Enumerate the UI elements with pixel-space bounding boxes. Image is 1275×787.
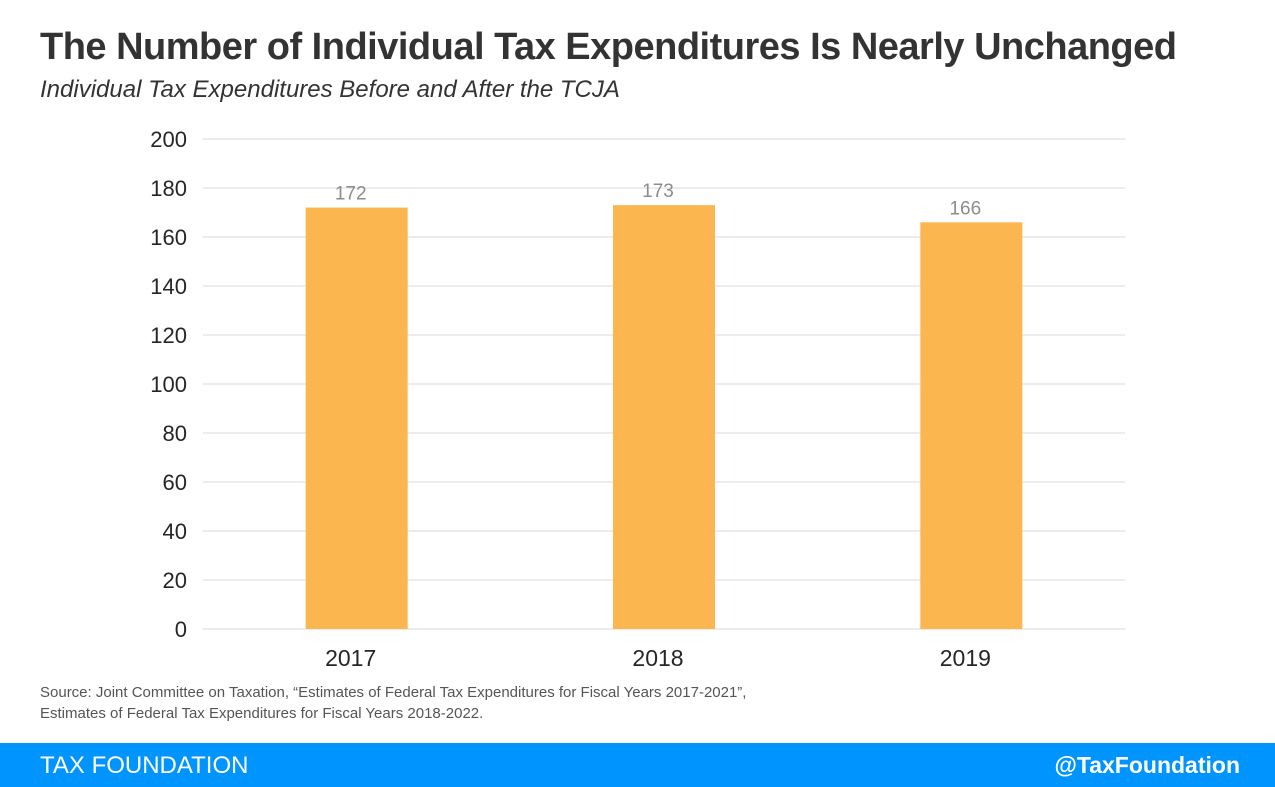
y-tick-label: 120 (150, 323, 187, 348)
source-note: Source: Joint Committee on Taxation, “Es… (40, 682, 746, 724)
y-tick-label: 140 (150, 274, 187, 299)
y-tick-label: 40 (163, 519, 187, 544)
y-tick-label: 180 (150, 176, 187, 201)
x-tick-label: 2017 (325, 645, 376, 671)
chart-subtitle: Individual Tax Expenditures Before and A… (40, 76, 620, 103)
data-label: 172 (335, 184, 367, 205)
data-label: 166 (949, 198, 981, 219)
y-tick-label: 20 (163, 568, 187, 593)
footer-brand: TAX FOUNDATION (40, 752, 249, 779)
footer-bar: TAX FOUNDATION @TaxFoundation (0, 743, 1275, 787)
y-tick-label: 80 (163, 421, 187, 446)
bar (613, 205, 715, 629)
y-tick-label: 200 (150, 127, 187, 152)
x-tick-label: 2018 (632, 645, 683, 671)
bar (305, 207, 408, 629)
y-axis-ticks: 0 20 40 60 80 100 120 140 160 180 200 (150, 127, 187, 642)
chart-title: The Number of Individual Tax Expenditure… (40, 26, 1177, 68)
y-tick-label: 100 (150, 372, 187, 397)
source-line-1: Source: Joint Committee on Taxation, “Es… (40, 684, 747, 701)
y-tick-label: 0 (175, 617, 187, 642)
bars (305, 205, 1023, 630)
y-tick-label: 60 (163, 470, 187, 495)
y-tick-label: 160 (150, 225, 187, 250)
source-line-2: Estimates of Federal Tax Expenditures fo… (40, 705, 484, 722)
footer-handle[interactable]: @TaxFoundation (1054, 752, 1240, 778)
x-axis-ticks: 2017 2018 2019 (325, 645, 991, 671)
x-tick-label: 2019 (940, 645, 991, 671)
bar (920, 222, 1023, 630)
data-labels: 172 173 166 (335, 181, 981, 219)
bar-chart: 0 20 40 60 80 100 120 140 160 180 200 172 173 166 20… (150, 127, 1125, 671)
data-label: 173 (642, 181, 674, 202)
